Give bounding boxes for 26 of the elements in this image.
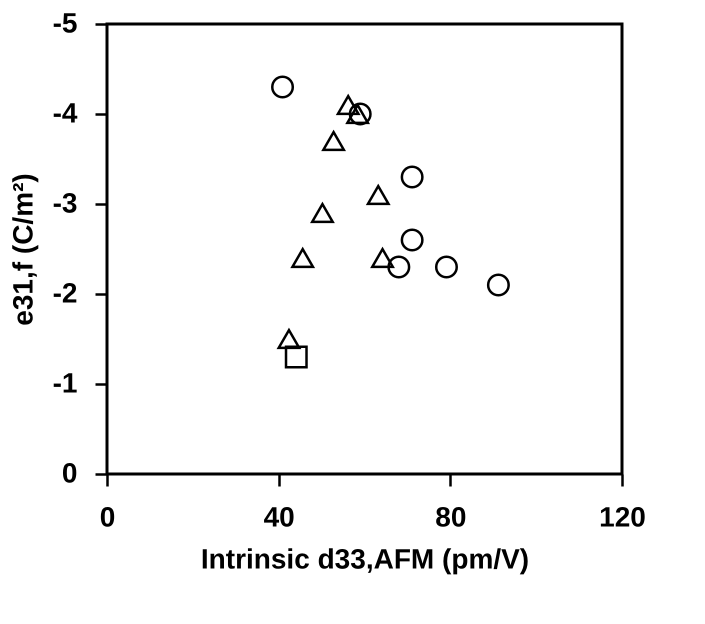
x-tick-label: 80 bbox=[435, 502, 466, 532]
point bbox=[400, 228, 424, 252]
x-axis-title: Intrinsic d33,AFM (pm/V) bbox=[200, 544, 530, 574]
point bbox=[434, 256, 458, 278]
y-tick-label: -4 bbox=[52, 98, 78, 128]
x-tick-label: 40 bbox=[264, 502, 295, 532]
y-tick-label: -2 bbox=[52, 278, 78, 308]
point bbox=[271, 76, 294, 98]
point bbox=[291, 248, 314, 268]
x-tick-label: 120 bbox=[599, 502, 646, 532]
x-tick-label: 0 bbox=[100, 502, 116, 532]
point bbox=[322, 130, 346, 152]
point bbox=[371, 248, 394, 268]
point bbox=[486, 274, 510, 296]
point bbox=[336, 94, 360, 116]
y-tick-label: -1 bbox=[52, 368, 78, 398]
point bbox=[277, 328, 300, 350]
y-axis-title: e31,f (C/m²) bbox=[8, 173, 39, 326]
point bbox=[284, 346, 308, 368]
point bbox=[387, 256, 410, 278]
y-tick-label: 0 bbox=[62, 458, 78, 488]
y-tick-label: -3 bbox=[52, 188, 78, 218]
point bbox=[310, 202, 334, 224]
point bbox=[366, 184, 390, 206]
point bbox=[400, 166, 424, 188]
y-tick-label: -5 bbox=[52, 8, 78, 38]
